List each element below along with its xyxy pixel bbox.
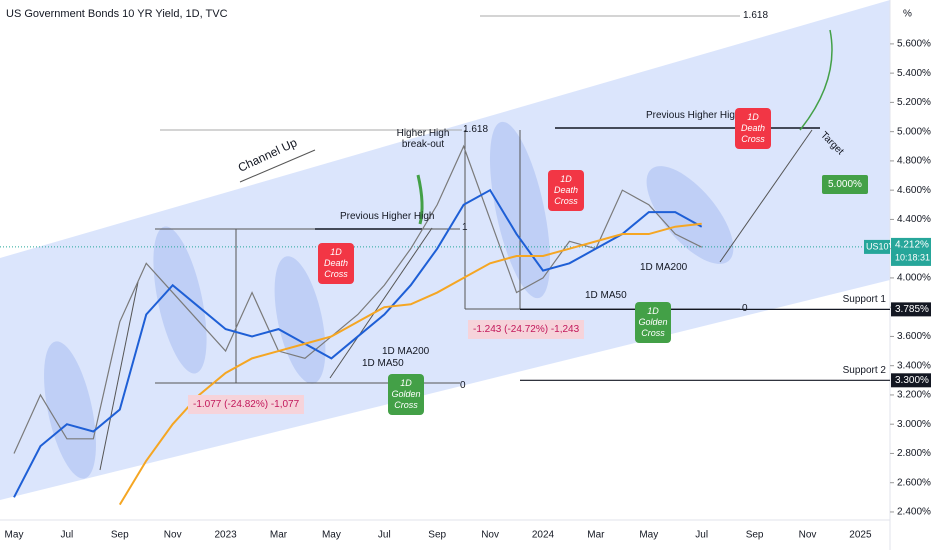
y-tick-label: 3.400%	[897, 360, 931, 371]
symbol-tag	[864, 239, 890, 254]
y-tick-label: 4.400%	[897, 214, 931, 225]
x-tick-label: Nov	[799, 530, 817, 541]
title: US Government Bonds 10 YR Yield, 1D, TVC	[6, 8, 228, 20]
annotation: 1.618	[463, 124, 489, 135]
y-tick-label: 3.200%	[897, 390, 931, 401]
x-tick-label: May	[5, 530, 24, 541]
support-name: Support 1	[843, 294, 887, 305]
annotation: 1D Death Cross	[548, 170, 584, 211]
annotation: 1	[462, 222, 468, 233]
x-tick-label: Nov	[164, 530, 182, 541]
y-tick-label: 2.800%	[897, 448, 931, 459]
support-tag	[891, 302, 931, 317]
annotation: Previous Higher High	[646, 110, 741, 121]
series-line	[118, 222, 702, 506]
annotation: Previous Higher High	[340, 211, 435, 222]
x-tick-label: Nov	[481, 530, 499, 541]
annotation: 1D MA200	[640, 262, 688, 273]
cycle-highlight	[44, 341, 96, 479]
price-label: 4.212%	[895, 240, 929, 251]
y-tick-label: 5.600%	[897, 39, 931, 50]
x-tick-label: Jul	[61, 530, 74, 541]
x-tick-label: Sep	[746, 530, 764, 541]
x-tick-label: Sep	[428, 530, 446, 541]
y-tick-label: 2.400%	[897, 507, 931, 518]
series-line	[13, 144, 702, 454]
y-tick-label: 3.600%	[897, 331, 931, 342]
annotation: 0	[460, 380, 466, 391]
x-tick-label: Jul	[378, 530, 391, 541]
price-axis-bg	[890, 0, 932, 550]
x-tick-label: Mar	[270, 530, 288, 541]
annotation: 5.000%	[822, 175, 868, 194]
annotation: 1D Death Cross	[318, 243, 354, 284]
annotation: -1.077 (-24.82%) -1,077	[188, 395, 305, 414]
y-tick-label: 5.000%	[897, 126, 931, 137]
support-name: Support 2	[843, 365, 887, 376]
annotation: 1D MA50	[362, 358, 404, 369]
x-tick-label: May	[639, 530, 658, 541]
support-label: 3.300%	[895, 375, 929, 386]
cycle-highlight	[646, 166, 734, 264]
annotation: 0	[742, 303, 748, 314]
y-tick-label: 5.200%	[897, 97, 931, 108]
y-tick-label: 5.400%	[897, 68, 931, 79]
x-tick-label: 2025	[849, 530, 872, 541]
annotation: 1D Death Cross	[735, 108, 771, 149]
symbol-label: US10Y	[866, 241, 895, 251]
unit-label: %	[903, 9, 912, 20]
annotation: Higher High break-out	[396, 128, 450, 150]
y-tick-label: 4.800%	[897, 156, 931, 167]
support-label: 3.785%	[895, 304, 929, 315]
channel	[0, 0, 890, 500]
x-tick-label: 2023	[214, 530, 237, 541]
x-tick-label: Sep	[111, 530, 129, 541]
price-tag	[891, 237, 931, 266]
annotation: 1D Golden Cross	[635, 302, 671, 343]
y-tick-label: 2.600%	[897, 477, 931, 488]
x-tick-label: 2024	[532, 530, 555, 541]
support-tag	[891, 373, 931, 388]
y-tick-label: 4.600%	[897, 185, 931, 196]
x-tick-label: Mar	[587, 530, 605, 541]
annotation: 1D MA50	[585, 290, 627, 301]
y-tick-label: 4.000%	[897, 273, 931, 284]
timer-label: 10:18:31	[895, 252, 930, 262]
y-tick-label: 3.000%	[897, 419, 931, 430]
annotation: 1.618	[743, 10, 769, 21]
x-tick-label: Jul	[695, 530, 708, 541]
x-tick-label: May	[322, 530, 341, 541]
annotation: -1.243 (-24.72%) -1,243	[468, 320, 585, 339]
series-line	[13, 188, 703, 498]
annotation: 1D MA200	[382, 346, 430, 357]
annotation: 1D Golden Cross	[388, 374, 424, 415]
